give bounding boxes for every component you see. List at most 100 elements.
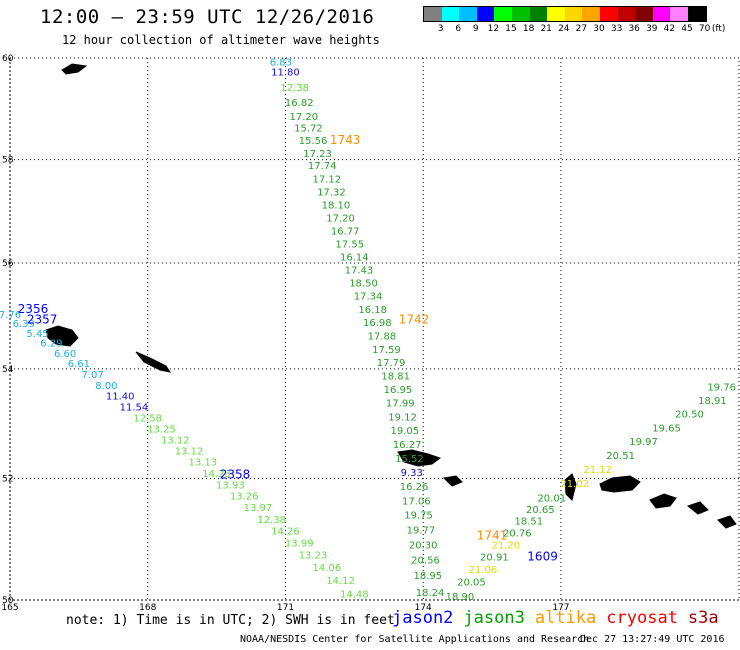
lon-tick-label: 165 bbox=[1, 603, 18, 613]
map-title: 12:00 – 23:59 UTC 12/26/2016 bbox=[40, 6, 375, 28]
satellite-label: s3a bbox=[687, 608, 719, 628]
swh-value-label: 16.82 bbox=[285, 98, 314, 109]
swh-value-label: 18.06 bbox=[423, 0, 452, 3]
swh-value-label: 20.56 bbox=[411, 555, 440, 566]
swh-value-label: 6.29 bbox=[40, 338, 62, 349]
island-outline bbox=[599, 475, 641, 493]
wave-height-legend: 3 6 9 12 15 18 21 24 27 30 33 36 39 42 45 70 (ft) bbox=[423, 6, 726, 36]
swh-value-label: 8.00 bbox=[95, 381, 117, 392]
swh-value-label: 13.12 bbox=[175, 447, 204, 458]
island-outline bbox=[45, 325, 79, 347]
legend-swatch bbox=[441, 7, 460, 21]
lat-tick-label: 54 bbox=[2, 365, 14, 375]
island-outline bbox=[564, 473, 577, 501]
swh-value-label: 20.65 bbox=[526, 505, 555, 516]
legend-label: 27 bbox=[575, 24, 588, 34]
island-outline bbox=[397, 449, 442, 467]
pass-time-label: 2359 bbox=[339, 0, 370, 3]
swh-value-label: 19.76 bbox=[707, 382, 736, 393]
satellite-label: cryosat bbox=[606, 608, 678, 628]
legend-swatch bbox=[635, 7, 653, 21]
lon-tick-label: 168 bbox=[139, 603, 156, 613]
swh-value-label: 14.12 bbox=[326, 576, 355, 587]
swh-value-label: 17.99 bbox=[386, 399, 415, 410]
swh-value-label: 6.60 bbox=[54, 349, 76, 360]
swh-value-label: 13.23 bbox=[299, 551, 328, 562]
pass-time-label: 1608 bbox=[431, 0, 462, 3]
swh-value-label: 13.97 bbox=[244, 503, 273, 514]
swh-value-label: 6.61 bbox=[68, 359, 90, 370]
swh-value-label: 17.06 bbox=[402, 496, 431, 507]
legend-label: 18 bbox=[522, 24, 535, 34]
swh-value-label: 17.88 bbox=[368, 331, 397, 342]
swh-value-label: 16.18 bbox=[358, 305, 387, 316]
legend-unit: (ft) bbox=[711, 24, 726, 34]
swh-value-label: 19.97 bbox=[629, 437, 658, 448]
swh-value-label: 19.12 bbox=[388, 412, 417, 423]
swh-value-label: 20.91 bbox=[480, 552, 509, 563]
swh-value-label: 16.77 bbox=[331, 226, 360, 237]
swh-value-label: 14.48 bbox=[340, 590, 369, 601]
island-outline bbox=[135, 351, 172, 373]
satellite-label: altika bbox=[534, 608, 597, 628]
legend-swatch bbox=[424, 7, 442, 21]
swh-value-label: 15.52 bbox=[395, 454, 424, 465]
swh-value-label: 20.05 bbox=[457, 578, 486, 589]
swh-value-label: 11.40 bbox=[106, 392, 135, 403]
swh-value-label: 20.30 bbox=[409, 540, 438, 551]
swh-value-label: 17.59 bbox=[372, 345, 401, 356]
swh-value-label: 11.80 bbox=[271, 68, 300, 79]
legend-swatch bbox=[476, 7, 495, 21]
swh-value-label: 12.58 bbox=[133, 413, 162, 424]
swh-value-label: 7.07 bbox=[82, 370, 104, 381]
legend-label: 39 bbox=[646, 24, 658, 34]
axis-tick-labels: 165 168 171 174 177 60 58 56 54 52 50 bbox=[1, 54, 569, 613]
swh-value-label: 19.75 bbox=[404, 511, 433, 522]
swh-value-label: 19.05 bbox=[391, 426, 420, 437]
legend-swatch bbox=[652, 7, 671, 21]
swh-value-label: 5.45 bbox=[26, 329, 48, 340]
lon-tick-label: 171 bbox=[277, 603, 294, 613]
swh-value-label: 21.12 bbox=[583, 465, 612, 476]
legend-label: 33 bbox=[610, 24, 623, 34]
swh-value-label: 18.50 bbox=[349, 279, 378, 290]
swh-value-label: 18.19 bbox=[391, 0, 420, 3]
swh-value-label: 19.77 bbox=[407, 525, 436, 536]
swh-value-label: 12.38 bbox=[280, 83, 309, 94]
swh-value-label: 15.56 bbox=[299, 136, 328, 147]
swh-value-label: 16.14 bbox=[340, 252, 369, 263]
legend-labels: 3 6 9 12 15 18 21 24 27 30 33 36 39 42 45 70 (ft) bbox=[423, 22, 726, 36]
lon-tick-label: 177 bbox=[552, 603, 569, 613]
legend-swatch bbox=[582, 7, 600, 21]
legend-color-bar bbox=[423, 6, 707, 22]
legend-swatch bbox=[547, 7, 565, 21]
legend-label: 42 bbox=[663, 24, 676, 34]
swh-value-label: 17.34 bbox=[354, 292, 383, 303]
swh-value-label: 21.06 bbox=[469, 565, 498, 576]
swh-value-label: 17.74 bbox=[308, 161, 337, 172]
legend-swatch bbox=[599, 7, 618, 21]
legend-label: 45 bbox=[681, 24, 693, 34]
swh-value-label: 13.26 bbox=[230, 492, 259, 503]
swh-value-label: 6.83 bbox=[270, 58, 292, 69]
legend-swatch bbox=[687, 7, 706, 21]
swh-value-label: 14.26 bbox=[271, 527, 300, 538]
legend-label: 70 bbox=[698, 24, 711, 34]
pass-time-label: 1742 bbox=[399, 312, 430, 326]
swh-value-label: 18.81 bbox=[381, 372, 410, 383]
legend-swatch bbox=[670, 7, 688, 21]
footer-credit: NOAA/NESDIS Center for Satellite Applica… bbox=[240, 634, 590, 645]
lat-tick-label: 50 bbox=[2, 596, 14, 606]
lat-tick-label: 56 bbox=[2, 259, 14, 269]
lat-tick-label: 52 bbox=[2, 475, 13, 485]
swh-value-label: 17.43 bbox=[345, 265, 374, 276]
legend-swatch bbox=[511, 7, 530, 21]
swh-value-label: 17.55 bbox=[335, 239, 364, 250]
swh-value-label: 18.51 bbox=[514, 517, 543, 528]
swh-value-label: 13.13 bbox=[189, 458, 218, 469]
swh-value-label: 13.36 bbox=[368, 0, 397, 3]
legend-label: 36 bbox=[628, 24, 640, 34]
legend-label: 6 bbox=[455, 24, 462, 34]
satellite-label: jason2 bbox=[392, 608, 454, 628]
map-subtitle: 12 hour collection of altimeter wave hei… bbox=[62, 33, 380, 47]
